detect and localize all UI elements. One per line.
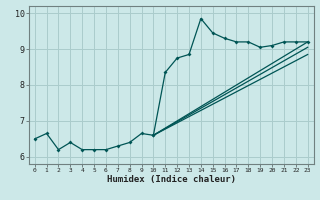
X-axis label: Humidex (Indice chaleur): Humidex (Indice chaleur)	[107, 175, 236, 184]
